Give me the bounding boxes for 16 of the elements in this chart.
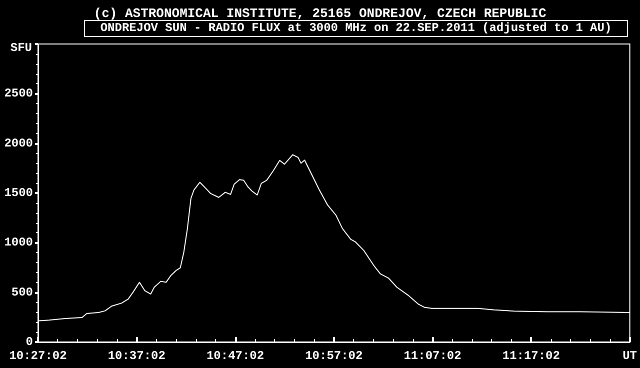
x-tick-label: 10:37:02 <box>108 349 166 363</box>
x-tick-label: 11:07:02 <box>404 349 462 363</box>
y-axis-title: SFU <box>10 41 32 55</box>
x-tick-label: 10:57:02 <box>305 349 363 363</box>
y-tick-label: 0 <box>26 335 33 349</box>
y-tick-label: 500 <box>11 285 33 300</box>
y-tick-label: 1500 <box>4 186 33 200</box>
y-tick-label: 1000 <box>4 236 33 250</box>
x-tick-label: 10:47:02 <box>206 349 264 363</box>
chart-title: ONDREJOV SUN - RADIO FLUX at 3000 MHz on 22.SEP.2011 (adjusted to 1 AU) <box>100 21 612 35</box>
x-tick-label: 10:27:02 <box>9 349 67 363</box>
x-tick-label: UT <box>622 349 637 363</box>
y-tick-label: 2500 <box>4 86 33 101</box>
x-tick-label: 11:17:02 <box>502 349 560 363</box>
y-tick-label: 2000 <box>4 136 33 150</box>
chart-subtitle: (c) ASTRONOMICAL INSTITUTE, 25165 ONDREJOV, CZECH REPUBLIC <box>94 6 546 21</box>
